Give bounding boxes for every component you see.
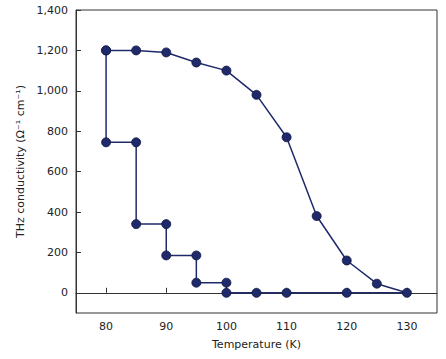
svg-text:400: 400 xyxy=(47,206,68,219)
svg-text:110: 110 xyxy=(276,320,297,333)
svg-text:120: 120 xyxy=(336,320,357,333)
svg-text:800: 800 xyxy=(47,125,68,138)
svg-text:130: 130 xyxy=(396,320,417,333)
svg-text:1,200: 1,200 xyxy=(37,44,69,57)
svg-text:Temperature (K): Temperature (K) xyxy=(211,338,301,351)
svg-text:200: 200 xyxy=(47,246,68,259)
svg-text:90: 90 xyxy=(159,320,173,333)
svg-text:1,000: 1,000 xyxy=(37,84,69,97)
svg-text:600: 600 xyxy=(47,165,68,178)
svg-text:100: 100 xyxy=(216,320,237,333)
svg-text:80: 80 xyxy=(99,320,113,333)
svg-text:0: 0 xyxy=(61,286,68,299)
svg-text:THz conductivity (Ω⁻¹ cm⁻¹): THz conductivity (Ω⁻¹ cm⁻¹) xyxy=(14,85,27,239)
svg-text:1,400: 1,400 xyxy=(37,4,69,17)
